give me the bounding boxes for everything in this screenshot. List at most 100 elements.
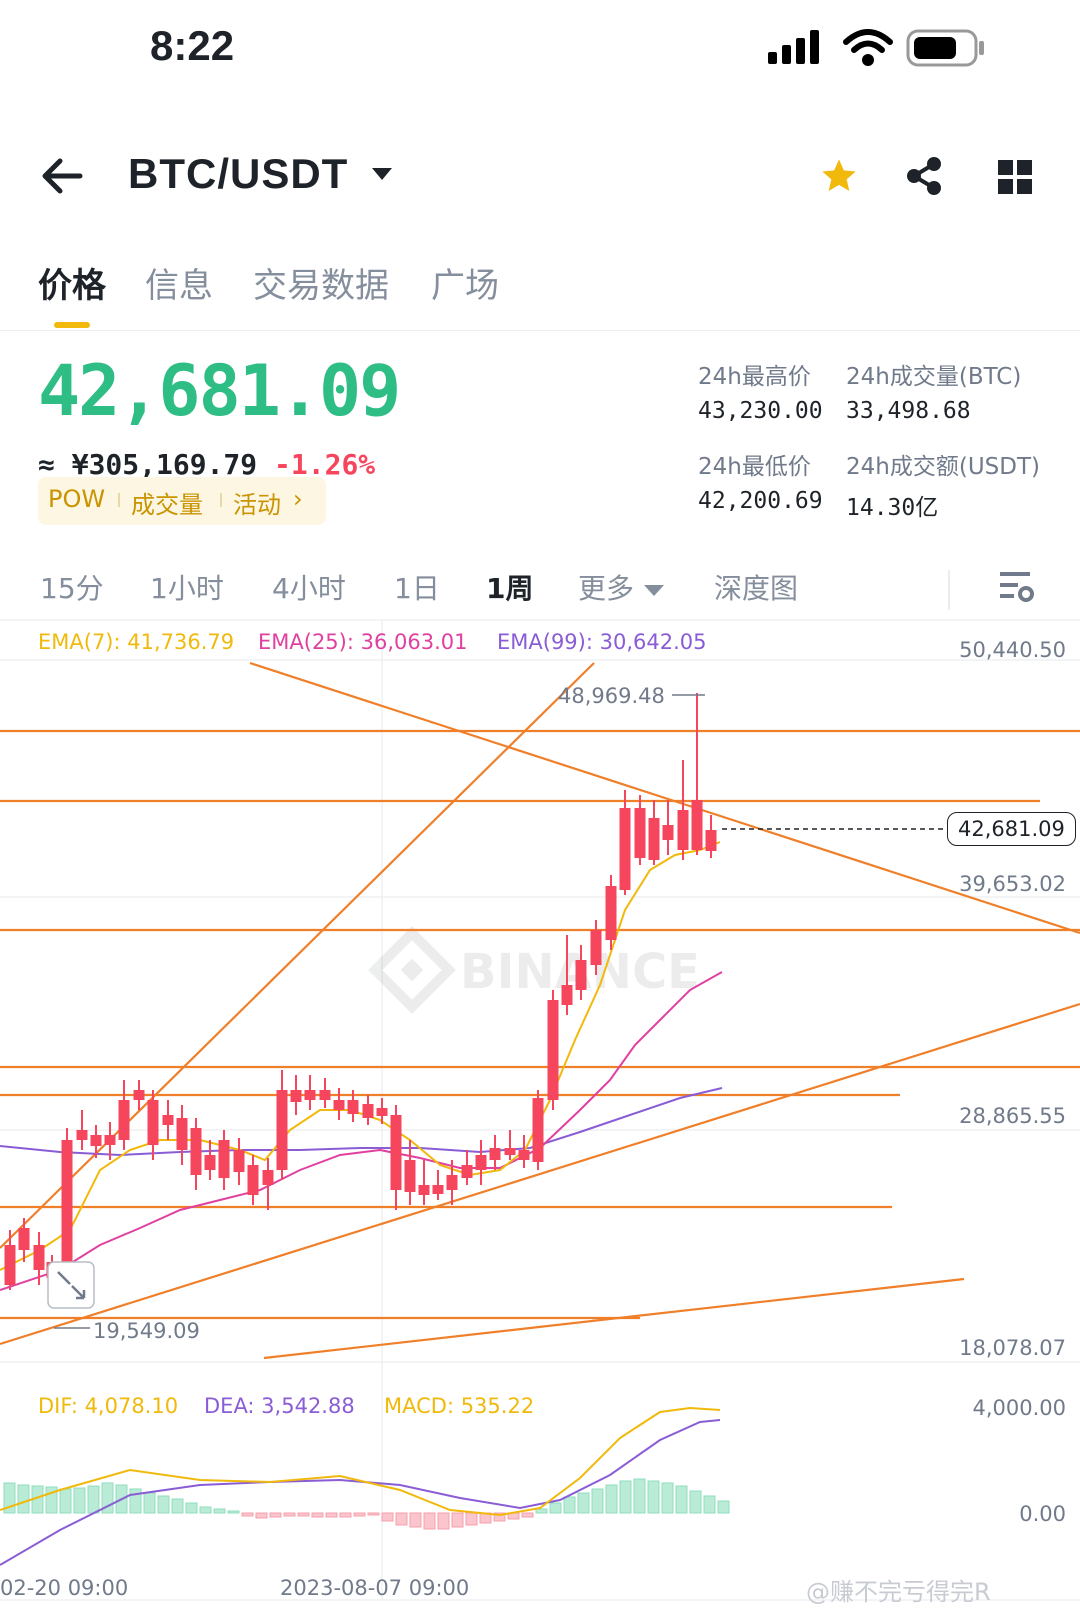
macd-label: MACD: 535.22 — [384, 1394, 535, 1418]
stat-vol-usdt-label: 24h成交额(USDT) — [846, 454, 1040, 480]
pair-title[interactable]: BTC/USDT — [128, 150, 349, 197]
candle-body — [390, 1115, 402, 1190]
candle-body — [648, 818, 660, 860]
candle-body — [33, 1245, 45, 1270]
candle-body — [691, 800, 703, 850]
candle-body — [333, 1100, 345, 1110]
active-tab-indicator — [54, 322, 90, 328]
macd-bar — [143, 1492, 156, 1514]
macd-bar — [45, 1486, 58, 1514]
candle-body — [376, 1108, 388, 1116]
stat-low-label: 24h最低价 — [698, 454, 811, 480]
candle-body — [247, 1165, 259, 1195]
candle-body — [446, 1175, 458, 1190]
macd-bar — [661, 1482, 674, 1514]
macd-y-tick: 0.00 — [1019, 1502, 1066, 1526]
user-watermark: @赚不完亏得完R — [806, 1578, 991, 1606]
macd-bar — [283, 1512, 296, 1517]
candle-body — [61, 1140, 73, 1265]
candle-body — [18, 1228, 30, 1250]
dropdown-caret-icon[interactable] — [370, 166, 394, 186]
candle-body — [418, 1185, 430, 1195]
x-axis-label: 02-20 09:00 — [0, 1576, 129, 1600]
candle-body — [233, 1150, 245, 1172]
y-tick: 18,078.07 — [959, 1336, 1066, 1360]
interval-1d[interactable]: 1日 — [394, 572, 440, 605]
chart-settings-icon[interactable] — [998, 568, 1034, 608]
macd-bar — [171, 1498, 184, 1514]
ema25-label: EMA(25): 36,063.01 — [258, 630, 468, 654]
candle-body — [619, 808, 631, 890]
candle-body — [432, 1185, 444, 1194]
candle-body — [276, 1090, 288, 1170]
interval-15m[interactable]: 15分 — [40, 572, 104, 605]
battery-icon — [906, 28, 986, 72]
macd-bar — [703, 1495, 716, 1514]
dea-label: DEA: 3,542.88 — [204, 1394, 355, 1418]
interval-more[interactable]: 更多 — [578, 567, 665, 607]
back-arrow-icon[interactable] — [40, 156, 84, 200]
interval-more-label: 更多 — [578, 572, 635, 605]
candle-body — [190, 1128, 202, 1175]
tab-trading-data[interactable]: 交易数据 — [253, 266, 389, 306]
macd-bar — [255, 1512, 268, 1519]
stat-high-label: 24h最高价 — [698, 364, 811, 390]
interval-4h[interactable]: 4小时 — [272, 572, 346, 605]
price-markers — [47, 694, 705, 1329]
y-tick: 50,440.50 — [959, 638, 1066, 662]
tab-square[interactable]: 广场 — [431, 266, 499, 306]
chevron-right-icon[interactable]: › — [293, 485, 303, 513]
candle-body — [475, 1155, 487, 1170]
stat-vol-usdt-value: 14.30亿 — [846, 495, 939, 521]
binance-watermark: BINANCE — [368, 926, 700, 1014]
y-tick: 28,865.55 — [959, 1104, 1066, 1128]
macd-bar — [409, 1512, 422, 1528]
macd-bar — [423, 1512, 436, 1530]
macd-bar — [647, 1480, 660, 1514]
candle-body — [504, 1148, 516, 1155]
tag-volume[interactable]: 成交量 — [131, 491, 203, 519]
macd-bar — [199, 1506, 212, 1514]
candle-body — [76, 1130, 88, 1140]
candlesticks — [4, 693, 717, 1300]
macd-bar — [717, 1500, 730, 1514]
x-axis-label: 2023-08-07 09:00 — [280, 1576, 470, 1600]
trendline — [249, 661, 1080, 935]
macd-bar — [353, 1512, 366, 1517]
dea-line — [0, 1419, 721, 1566]
tab-price[interactable]: 价格 — [38, 266, 106, 306]
stat-vol-btc-label: 24h成交量(BTC) — [846, 364, 1022, 390]
macd-bar — [521, 1512, 534, 1518]
candle-body — [162, 1115, 174, 1125]
candle-body — [605, 886, 617, 940]
macd-bar — [563, 1496, 576, 1514]
macd-bar — [129, 1488, 142, 1514]
macd-bar — [311, 1512, 324, 1518]
candle-body — [489, 1148, 501, 1160]
candle-body — [319, 1090, 331, 1100]
candle-body — [590, 930, 602, 965]
cny-price: ≈ ¥305,169.79 -1.26% — [38, 448, 375, 481]
tag-pow[interactable]: POW — [48, 485, 106, 513]
candle-body — [90, 1135, 102, 1146]
last-price: 42,681.09 — [38, 350, 401, 432]
candle-body — [547, 1000, 559, 1100]
grid-icon[interactable] — [998, 160, 1034, 200]
share-icon[interactable] — [904, 156, 944, 200]
star-icon[interactable] — [818, 156, 860, 200]
candle-body — [4, 1245, 16, 1285]
interval-1w[interactable]: 1周 — [486, 572, 534, 605]
candle-body — [518, 1150, 530, 1160]
tag-activity[interactable]: 活动 — [233, 491, 281, 519]
price-change-percent: -1.26% — [274, 448, 376, 481]
last-price-tag: 42,681.09 — [947, 812, 1076, 846]
interval-depth[interactable]: 深度图 — [714, 572, 799, 605]
interval-1h[interactable]: 1小时 — [150, 572, 224, 605]
signal-icon — [768, 30, 824, 70]
macd-bar — [591, 1488, 604, 1514]
tab-info[interactable]: 信息 — [145, 266, 213, 306]
macd-y-tick: 4,000.00 — [972, 1396, 1066, 1420]
stat-vol-btc-value: 33,498.68 — [846, 398, 971, 424]
candle-body — [461, 1165, 473, 1178]
